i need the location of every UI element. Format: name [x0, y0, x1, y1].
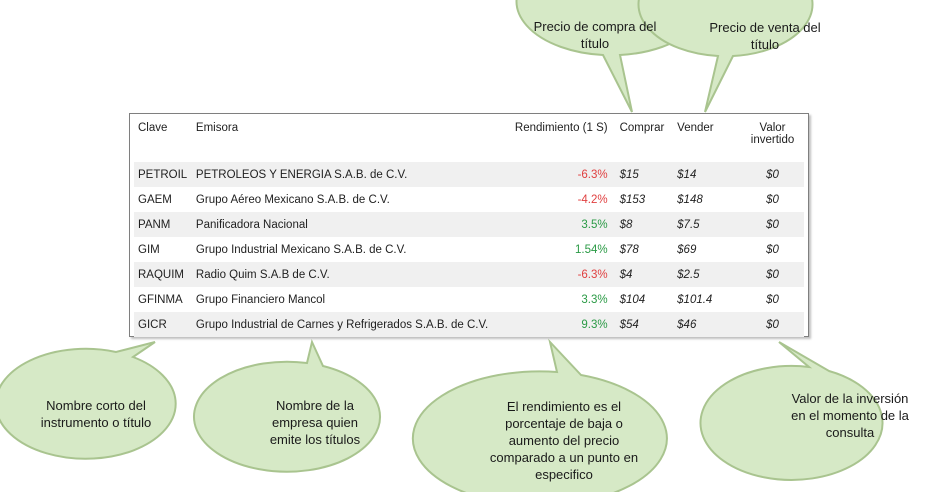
- cell-clave: PETROIL: [134, 162, 192, 187]
- table-row: GAEM Grupo Aéreo Mexicano S.A.B. de C.V.…: [134, 187, 804, 212]
- cell-emisora: Grupo Industrial de Carnes y Refrigerado…: [191, 312, 500, 337]
- cell-valor: $0: [741, 312, 804, 337]
- callout-bubble-precio-venta: [637, 0, 814, 113]
- cell-comprar: $153: [619, 193, 646, 206]
- cell-rendimiento: -4.2%: [577, 193, 608, 206]
- cell-valor: $0: [741, 262, 804, 287]
- table-row: GICR Grupo Industrial de Carnes y Refrig…: [134, 312, 804, 337]
- cell-rendimiento: -6.3%: [499, 262, 616, 287]
- table-header-row: Clave Emisora Rendimiento (1 S) Comprar …: [134, 120, 804, 162]
- callout-emisora: Nombre de la empresa quien emite los tít…: [269, 397, 361, 447]
- callout-valor: Valor de la inversión en el momento de l…: [791, 390, 909, 440]
- cell-valor: $0: [766, 293, 779, 306]
- table-row: GFINMA Grupo Financiero Mancol 3.3% $104…: [134, 287, 804, 312]
- table-row: GIM Grupo Industrial Mexicano S.A.B. de …: [134, 237, 804, 262]
- emisoras-table-panel: Clave Emisora Rendimiento (1 S) Comprar …: [129, 113, 809, 337]
- cell-vender: $148: [677, 193, 703, 206]
- cell-clave: GICR: [134, 312, 192, 337]
- header-vender: Vender: [677, 122, 714, 134]
- callout-bubble-emisora: [193, 338, 381, 473]
- table-row: PETROIL PETROLEOS Y ENERGIA S.A.B. de C.…: [134, 162, 804, 187]
- cell-comprar: $8: [615, 212, 674, 237]
- table-row: RAQUIM Radio Quim S.A.B de C.V. -6.3% $4…: [134, 262, 804, 287]
- callout-precio-venta: Precio de venta del título: [709, 20, 821, 52]
- cell-comprar: $78: [619, 243, 639, 256]
- cell-rendimiento: 1.54%: [575, 243, 608, 256]
- table-body: PETROIL PETROLEOS Y ENERGIA S.A.B. de C.…: [134, 162, 804, 337]
- header-valor-invertido: Valor invertido: [750, 122, 795, 146]
- cell-clave: RAQUIM: [134, 262, 192, 287]
- cell-valor: $0: [741, 162, 804, 187]
- cell-valor: $0: [766, 243, 779, 256]
- cell-vender: $14: [673, 162, 741, 187]
- cell-clave: GFINMA: [138, 293, 183, 306]
- cell-clave: PANM: [134, 212, 192, 237]
- cell-rendimiento: 9.3%: [499, 312, 616, 337]
- cell-emisora: Panificadora Nacional: [191, 212, 500, 237]
- cell-emisora: Grupo Industrial Mexicano S.A.B. de C.V.: [195, 243, 407, 256]
- cell-emisora: Radio Quim S.A.B de C.V.: [191, 262, 500, 287]
- cell-comprar: $104: [619, 293, 646, 306]
- emisoras-table: Clave Emisora Rendimiento (1 S) Comprar …: [134, 120, 804, 337]
- cell-rendimiento: 3.3%: [581, 293, 608, 306]
- cell-vender: $69: [677, 243, 697, 256]
- cell-vender: $101.4: [677, 293, 713, 306]
- cell-rendimiento: 3.5%: [499, 212, 616, 237]
- cell-valor: $0: [766, 193, 779, 206]
- cell-comprar: $54: [615, 312, 674, 337]
- cell-rendimiento: -6.3%: [499, 162, 616, 187]
- callout-rendimiento: El rendimiento es el porcentaje de baja …: [489, 398, 639, 482]
- callout-bubble-valor: [699, 341, 884, 481]
- callout-precio-compra: Precio de compra del título: [533, 19, 657, 51]
- cell-emisora: Grupo Aéreo Mexicano S.A.B. de C.V.: [195, 193, 390, 206]
- callout-bubble-rendimiento: [411, 338, 668, 492]
- cell-comprar: $4: [615, 262, 674, 287]
- callout-clave: Nombre corto del instrumento o título: [40, 398, 152, 430]
- cell-emisora: Grupo Financiero Mancol: [195, 293, 326, 306]
- table-row: PANM Panificadora Nacional 3.5% $8 $7.5 …: [134, 212, 804, 237]
- header-emisora: Emisora: [195, 122, 239, 134]
- cell-vender: $7.5: [673, 212, 741, 237]
- header-comprar: Comprar: [619, 122, 665, 134]
- cell-vender: $2.5: [673, 262, 741, 287]
- cell-valor: $0: [741, 212, 804, 237]
- header-clave: Clave: [138, 122, 168, 134]
- cell-emisora: PETROLEOS Y ENERGIA S.A.B. de C.V.: [191, 162, 500, 187]
- header-rendimiento: Rendimiento (1 S): [514, 122, 608, 134]
- cell-clave: GIM: [138, 243, 160, 256]
- callout-bubble-clave: [0, 341, 177, 460]
- cell-clave: GAEM: [138, 193, 172, 206]
- cell-comprar: $15: [615, 162, 674, 187]
- cell-vender: $46: [673, 312, 741, 337]
